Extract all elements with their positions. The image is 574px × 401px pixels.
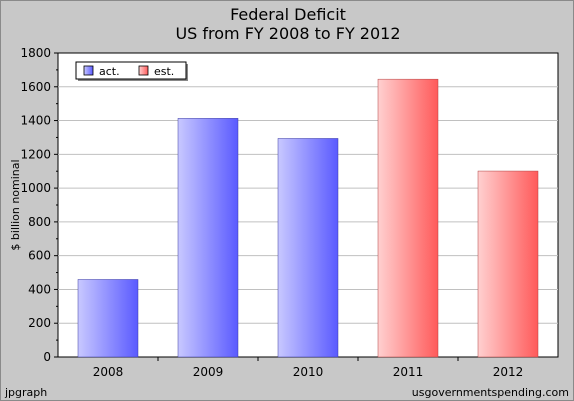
x-tick-label: 2010: [293, 365, 324, 379]
legend-swatch-act: [83, 65, 94, 76]
footer-credit: jpgraph: [5, 386, 48, 399]
x-tick-label: 2012: [493, 365, 524, 379]
legend-box: [75, 61, 187, 80]
y-tick-label: 600: [28, 249, 51, 263]
y-tick-label: 1600: [20, 80, 51, 94]
legend-label-est: est.: [154, 65, 174, 78]
x-tick-label: 2009: [193, 365, 224, 379]
x-tick-label: 2008: [93, 365, 124, 379]
legend-label-act: act.: [99, 65, 120, 78]
y-tick-label: 800: [28, 215, 51, 229]
bar-2011: [377, 78, 439, 358]
y-tick-label: 1800: [20, 46, 51, 60]
y-tick-label: 200: [28, 316, 51, 330]
bar-2012: [477, 170, 539, 358]
x-tick-label: 2011: [393, 365, 424, 379]
axes: 0 200 400 600 800 1000 1200 1400 1600 1800 2008 200…: [20, 46, 523, 379]
chart-subtitle: US from FY 2008 to FY 2012: [175, 24, 401, 43]
y-tick-label: 1000: [20, 181, 51, 195]
legend: act. est.: [75, 61, 188, 81]
y-tick-label: 1400: [20, 114, 51, 128]
legend-swatch-est: [138, 65, 149, 76]
y-tick-label: 0: [43, 350, 51, 364]
bars: [77, 78, 539, 358]
y-tick-label: 400: [28, 282, 51, 296]
bar-2009: [177, 118, 239, 358]
y-tick-label: 1200: [20, 147, 51, 161]
chart-title: Federal Deficit: [230, 5, 346, 24]
y-axis-label: $ billion nominal: [9, 159, 22, 250]
footer-source: usgovernmentspending.com: [411, 386, 569, 399]
bar-2008: [77, 279, 139, 358]
bar-2010: [277, 138, 339, 358]
